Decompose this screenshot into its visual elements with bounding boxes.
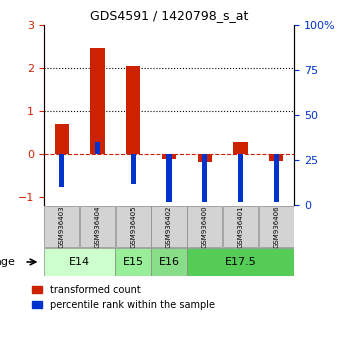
Bar (269, 154, 283, 161)
Text: E15: E15 (123, 257, 144, 267)
FancyBboxPatch shape (44, 248, 115, 276)
Text: E14: E14 (69, 257, 90, 267)
Text: GSM936405: GSM936405 (130, 205, 136, 248)
Bar (90, 48, 105, 154)
Text: GSM936406: GSM936406 (273, 205, 279, 248)
FancyBboxPatch shape (151, 248, 187, 276)
Text: GSM936404: GSM936404 (95, 205, 100, 248)
Bar (273, 154, 279, 202)
FancyBboxPatch shape (116, 206, 151, 247)
Title: GDS4591 / 1420798_s_at: GDS4591 / 1420798_s_at (90, 9, 248, 22)
Bar (198, 154, 212, 162)
Bar (126, 65, 140, 154)
FancyBboxPatch shape (187, 248, 294, 276)
FancyBboxPatch shape (80, 206, 115, 247)
FancyBboxPatch shape (151, 206, 187, 247)
Text: age: age (0, 257, 15, 267)
Text: E17.5: E17.5 (224, 257, 256, 267)
Bar (55, 124, 69, 154)
FancyBboxPatch shape (44, 206, 79, 247)
Bar (59, 154, 65, 187)
Text: GSM936403: GSM936403 (59, 205, 65, 248)
Bar (95, 142, 100, 154)
FancyBboxPatch shape (115, 248, 151, 276)
Bar (130, 154, 136, 184)
Text: E16: E16 (159, 257, 179, 267)
Text: GSM936402: GSM936402 (166, 205, 172, 248)
FancyBboxPatch shape (259, 206, 294, 247)
Bar (166, 154, 172, 202)
Bar (238, 154, 243, 202)
FancyBboxPatch shape (187, 206, 222, 247)
Bar (202, 154, 208, 202)
Text: GSM936401: GSM936401 (238, 205, 243, 248)
Bar (162, 154, 176, 159)
Bar (233, 142, 248, 154)
FancyBboxPatch shape (223, 206, 258, 247)
Text: GSM936400: GSM936400 (202, 205, 208, 248)
Legend: transformed count, percentile rank within the sample: transformed count, percentile rank withi… (28, 281, 218, 314)
